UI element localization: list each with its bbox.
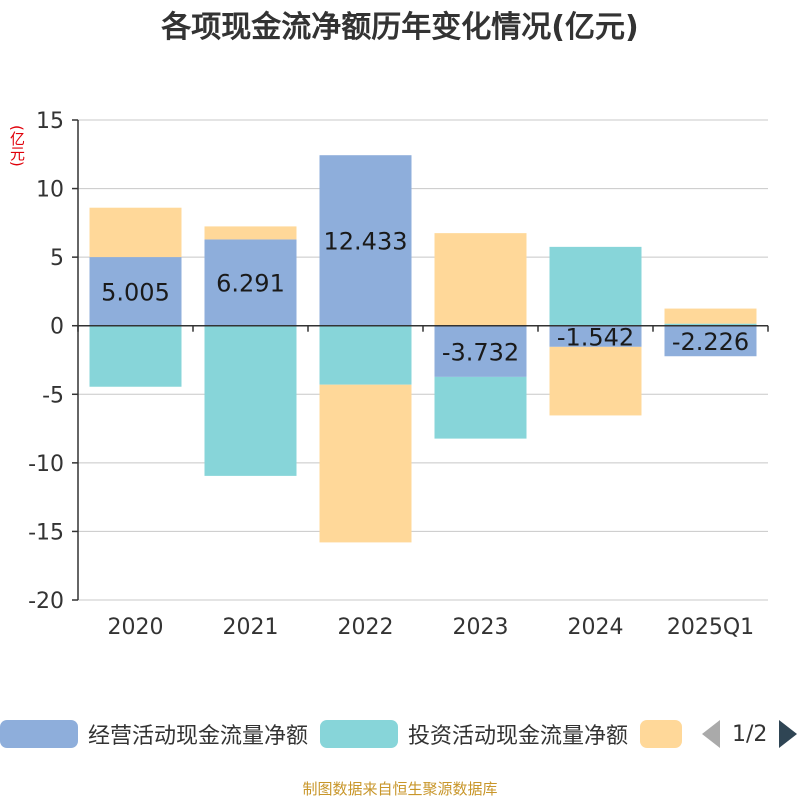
bar-financing-2021[interactable] <box>204 226 297 240</box>
bar-operating-2021[interactable] <box>204 239 297 326</box>
legend-prev-icon[interactable] <box>702 720 720 748</box>
x-tick-label: 2024 <box>568 615 624 640</box>
data-label-operating: -3.732 <box>442 338 519 366</box>
data-label-operating: 5.005 <box>101 278 170 306</box>
data-label-operating: 12.433 <box>324 227 408 255</box>
bar-investing-2024[interactable] <box>549 246 642 326</box>
data-source-note: 制图数据来自恒生聚源数据库 <box>302 780 498 798</box>
legend-item-operating[interactable]: 经营活动现金流量净额 <box>0 716 308 752</box>
bar-investing-2025Q1[interactable] <box>664 323 757 326</box>
y-tick-label: 10 <box>36 178 64 203</box>
legend-pager: 1/2 <box>702 716 798 752</box>
legend-label-operating: 经营活动现金流量净额 <box>88 724 309 749</box>
bar-investing-2022[interactable] <box>319 325 412 385</box>
legend: 经营活动现金流量净额 投资活动现金流量净额 1/2 <box>0 716 800 756</box>
y-tick-label: 15 <box>36 109 64 134</box>
y-tick-label: 0 <box>50 315 64 340</box>
x-tick-label: 2025Q1 <box>667 615 754 640</box>
legend-label-investing: 投资活动现金流量净额 <box>408 724 629 749</box>
data-label-operating: 6.291 <box>216 270 285 298</box>
bar-operating-2025Q1[interactable] <box>664 325 757 357</box>
legend-item-financing[interactable] <box>640 716 682 752</box>
data-label-operating: -2.226 <box>672 328 749 356</box>
bar-operating-2023[interactable] <box>434 325 527 377</box>
bar-financing-2023[interactable] <box>434 233 527 326</box>
x-tick-label: 2022 <box>338 615 394 640</box>
bar-financing-2020[interactable] <box>89 207 182 258</box>
y-tick-label: -10 <box>28 452 64 477</box>
x-tick-label: 2021 <box>223 615 279 640</box>
legend-next-icon[interactable] <box>779 720 798 748</box>
bar-investing-2021[interactable] <box>204 325 297 476</box>
legend-swatch-operating <box>0 720 78 748</box>
legend-swatch-financing <box>640 720 682 748</box>
bar-operating-2022[interactable] <box>319 155 412 326</box>
bar-operating-2024[interactable] <box>549 325 642 347</box>
y-tick-label: -20 <box>28 589 64 614</box>
legend-item-investing[interactable]: 投资活动现金流量净额 <box>320 716 628 752</box>
legend-swatch-investing <box>320 720 398 748</box>
y-tick-label: -5 <box>42 383 64 408</box>
legend-page-indicator: 1/2 <box>732 721 768 747</box>
y-axis-unit: (亿元) <box>8 125 26 167</box>
y-tick-label: -15 <box>28 520 64 545</box>
y-tick-label: 5 <box>50 246 64 271</box>
x-tick-label: 2023 <box>453 615 509 640</box>
bar-investing-2020[interactable] <box>89 325 182 387</box>
x-tick-label: 2020 <box>108 615 164 640</box>
chart-plot: 15 10 5 0 -5 -10 -15 -20 5.005 6.291 12.433 -3.732 -… <box>28 109 769 640</box>
bar-financing-2022[interactable] <box>319 384 412 543</box>
bar-financing-2024[interactable] <box>549 346 642 416</box>
bar-investing-2023[interactable] <box>434 376 527 439</box>
bar-operating-2020[interactable] <box>89 257 182 326</box>
data-label-operating: -1.542 <box>557 323 634 351</box>
chart-title: 各项现金流净额历年变化情况(亿元) <box>161 10 639 45</box>
bar-financing-2025Q1[interactable] <box>664 308 757 324</box>
